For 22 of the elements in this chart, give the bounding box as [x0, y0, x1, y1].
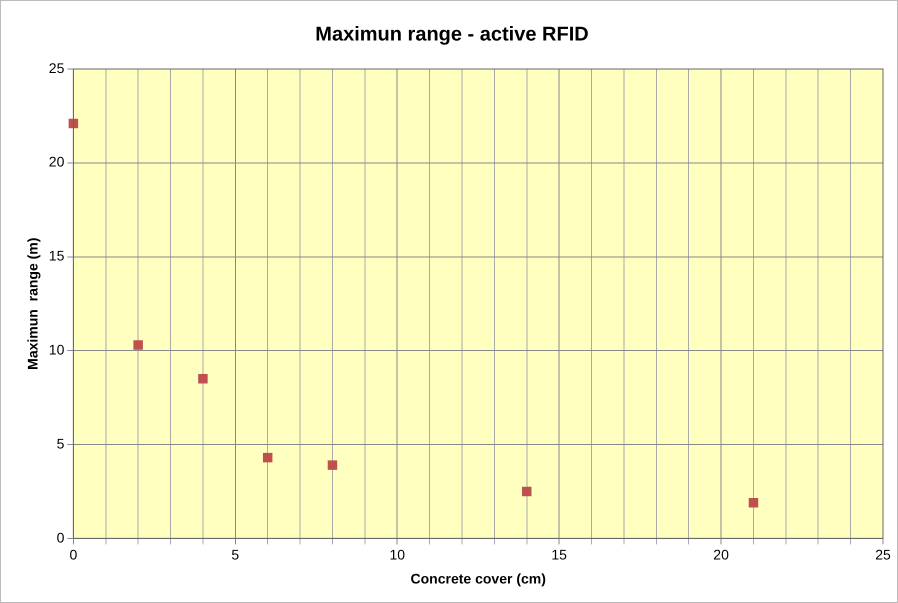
x-tick-label: 25 [875, 546, 891, 563]
chart-title: Maximun range - active RFID [315, 24, 589, 46]
point [262, 452, 272, 462]
point [68, 118, 78, 128]
point [133, 340, 143, 350]
y-tick-label: 25 [48, 60, 65, 76]
x-tick-label: 15 [551, 546, 568, 563]
x-tick-label: 5 [231, 546, 240, 563]
y-tick-label: 5 [56, 435, 65, 452]
y-axis-title: Maximun range (m) [24, 238, 40, 370]
x-tick-label: 0 [69, 546, 78, 563]
x-axis-title: Concrete cover (cm) [410, 570, 546, 586]
point [522, 486, 532, 496]
y-tick-label: 15 [48, 248, 65, 264]
point [748, 498, 758, 508]
x-tick-label: 20 [713, 546, 730, 563]
point [198, 374, 208, 384]
y-tick-label: 10 [48, 342, 65, 358]
y-tick-label: 0 [56, 529, 65, 546]
y-tick-label: 20 [48, 154, 65, 170]
x-tick-label: 10 [389, 546, 406, 563]
point [328, 460, 338, 470]
